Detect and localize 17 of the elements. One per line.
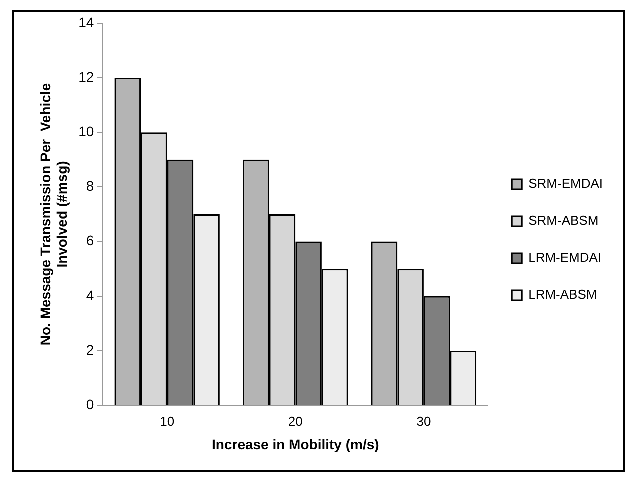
y-tick-label: 0: [86, 396, 94, 412]
x-tick-label: 30: [416, 414, 432, 429]
legend-label: SRM-EMDAI: [528, 176, 603, 192]
legend-label: SRM-ABSM: [528, 213, 599, 228]
legend-label: LRM-EMDAI: [528, 250, 602, 266]
y-tick-label: 14: [78, 14, 94, 30]
y-axis-title: No. Message Transmission Per Vehicle Involved (#msg): [37, 83, 70, 346]
y-tick-label: 2: [86, 342, 94, 358]
y-tick-label: 10: [78, 123, 94, 140]
y-tick-label: 4: [86, 287, 94, 304]
y-tick-label: 8: [86, 178, 94, 194]
x-tick-label: 10: [160, 414, 175, 429]
y-tick-label: 12: [78, 68, 94, 85]
x-axis-title: Increase in Mobility (m/s): [212, 436, 380, 452]
y-tick-label: 6: [86, 232, 94, 249]
x-tick-label: 20: [288, 414, 303, 429]
legend-label: LRM-ABSM: [528, 287, 598, 302]
